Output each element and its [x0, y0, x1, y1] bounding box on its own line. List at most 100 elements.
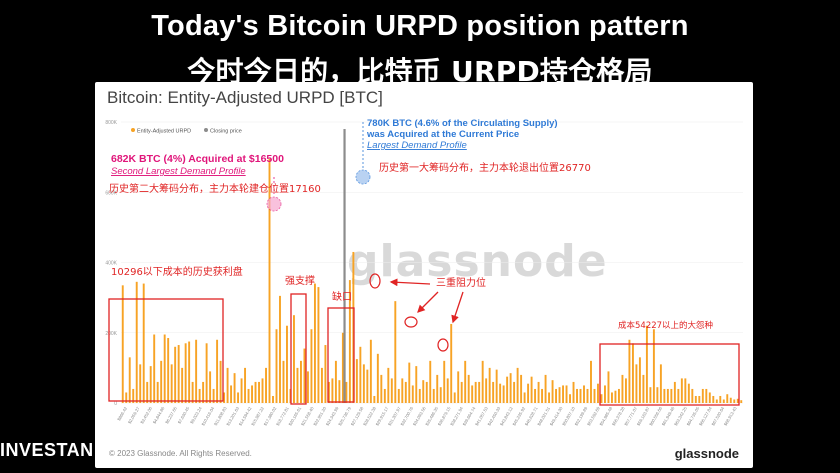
- urpd-bar: [286, 325, 288, 403]
- urpd-bar: [251, 385, 253, 403]
- urpd-bar: [226, 367, 229, 404]
- urpd-bar: [146, 381, 149, 403]
- urpd-bar: [177, 345, 180, 403]
- urpd-bar: [733, 399, 736, 403]
- urpd-bar: [324, 345, 327, 403]
- urpd-bar: [617, 388, 620, 403]
- urpd-bar: [132, 388, 135, 403]
- urpd-bar: [348, 280, 351, 403]
- urpd-bar: [687, 383, 690, 403]
- annotation-peak-16500-sub: Second Largest Demand Profile: [111, 166, 246, 177]
- urpd-bar: [282, 360, 285, 403]
- closing-price-bar: [343, 129, 346, 403]
- urpd-bar: [701, 388, 704, 403]
- urpd-bar: [719, 395, 722, 403]
- urpd-bar: [541, 388, 544, 403]
- footer-brand: INVESTAN: [0, 440, 94, 460]
- urpd-bar: [520, 374, 523, 403]
- box-profit-zone: [108, 298, 224, 402]
- resistance-circle-1: [369, 273, 381, 289]
- urpd-bar: [216, 339, 219, 403]
- urpd-bar: [306, 371, 309, 403]
- urpd-bar: [156, 381, 159, 403]
- urpd-bar: [418, 388, 421, 403]
- annotation-zh-first-distribution: 历史第一大筹码分布，主力本轮退出位置26770: [379, 161, 591, 174]
- urpd-bar: [478, 381, 481, 403]
- urpd-bar: [167, 338, 170, 403]
- urpd-bar: [425, 381, 428, 403]
- urpd-bar: [198, 388, 201, 403]
- urpd-bar: [355, 359, 358, 403]
- resistance-circle-2: [404, 316, 418, 328]
- urpd-bar: [387, 367, 390, 404]
- urpd-bar: [722, 399, 725, 403]
- urpd-bar: [509, 373, 512, 403]
- urpd-bar: [373, 395, 376, 403]
- urpd-bar: [230, 385, 233, 403]
- urpd-bar: [597, 383, 599, 403]
- y-tick-label: 400K: [105, 261, 117, 267]
- urpd-bar: [184, 343, 187, 403]
- urpd-bar: [457, 371, 460, 403]
- urpd-bar: [694, 395, 697, 403]
- urpd-bar: [268, 158, 271, 403]
- annotation-current-price-2: was Acquired at the Current Price: [366, 129, 519, 140]
- box-gap: [327, 307, 355, 403]
- urpd-bar: [453, 392, 456, 403]
- legend-urpd-swatch: [131, 128, 135, 132]
- urpd-bar: [691, 388, 694, 403]
- arrow-resistance-2: [417, 291, 439, 313]
- urpd-bar: [534, 388, 537, 403]
- urpd-bar: [411, 385, 414, 403]
- annotation-zh-gap: 缺口: [332, 290, 352, 303]
- urpd-bar: [513, 381, 516, 403]
- urpd-bar: [638, 357, 641, 403]
- urpd-bar: [523, 392, 526, 403]
- urpd-bar: [729, 397, 732, 403]
- urpd-bar: [705, 388, 708, 403]
- annotation-zh-triple-resistance: 三重阻力位: [436, 276, 486, 289]
- urpd-bar: [600, 394, 603, 403]
- chart-title: Bitcoin: Entity-Adjusted URPD [BTC]: [107, 88, 383, 107]
- resistance-circle-3: [437, 338, 449, 352]
- urpd-bar: [506, 376, 509, 403]
- urpd-bar: [642, 374, 645, 403]
- urpd-bar: [244, 367, 247, 404]
- urpd-bar: [209, 371, 212, 403]
- urpd-bar: [673, 381, 676, 403]
- urpd-bar: [212, 388, 215, 403]
- urpd-bar: [223, 392, 226, 403]
- urpd-bar: [188, 341, 191, 403]
- urpd-bar: [254, 381, 257, 403]
- urpd-bar: [422, 380, 425, 403]
- current-price-marker: [355, 169, 371, 185]
- urpd-bar: [492, 381, 495, 403]
- urpd-bar: [265, 367, 267, 404]
- urpd-bar: [555, 388, 558, 403]
- urpd-bar: [383, 388, 386, 403]
- urpd-bar: [562, 385, 564, 403]
- urpd-bar: [174, 346, 177, 403]
- urpd-bar: [202, 381, 205, 403]
- urpd-bar: [345, 381, 348, 403]
- urpd-bar: [712, 395, 715, 403]
- y-tick-label: 0: [114, 401, 117, 407]
- y-tick-label: 600K: [105, 190, 117, 196]
- urpd-bar: [394, 301, 397, 403]
- legend-price-label: Closing price: [210, 129, 242, 135]
- legend-urpd-label: Entity-Adjusted URPD: [137, 129, 191, 135]
- urpd-bar: [666, 388, 669, 403]
- urpd-bar: [443, 360, 446, 403]
- urpd-bar: [485, 378, 488, 403]
- urpd-bar: [128, 357, 131, 403]
- urpd-bar: [572, 381, 575, 403]
- urpd-bar: [439, 387, 442, 403]
- urpd-bar: [450, 323, 453, 403]
- urpd-bar: [621, 374, 624, 403]
- urpd-bar: [499, 383, 502, 403]
- urpd-bar: [310, 329, 313, 403]
- urpd-bar: [327, 381, 330, 403]
- urpd-bar: [537, 381, 540, 403]
- urpd-bar: [163, 334, 166, 403]
- urpd-bar: [446, 378, 449, 403]
